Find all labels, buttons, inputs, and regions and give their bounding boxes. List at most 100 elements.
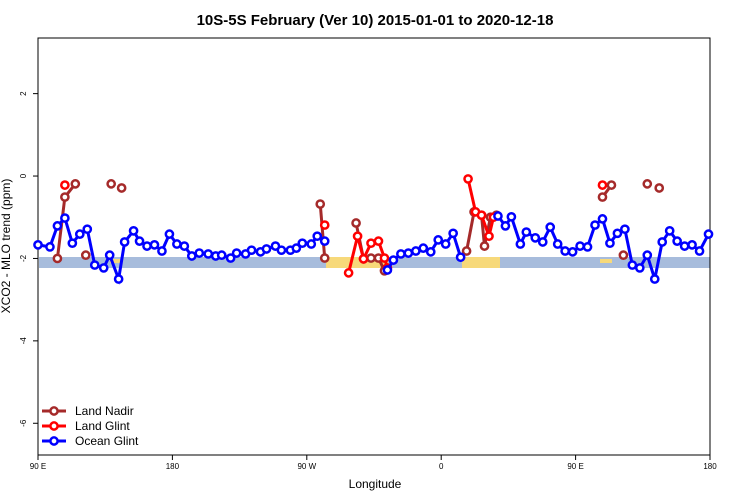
data-point <box>315 199 326 209</box>
data-point <box>116 183 127 193</box>
series-line <box>318 203 327 259</box>
chart-title: 10S-5S February (Ver 10) 2015-01-01 to 2… <box>197 12 554 29</box>
data-point <box>113 274 124 284</box>
data-point <box>142 241 152 251</box>
data-point <box>461 246 472 256</box>
data-point <box>358 254 369 264</box>
x-tick-label: 180 <box>703 462 717 471</box>
data-point <box>388 255 399 265</box>
land-strip <box>462 257 500 268</box>
data-point <box>194 248 205 258</box>
y-tick-label: -6 <box>19 419 28 427</box>
data-point <box>157 246 167 256</box>
data-point <box>396 249 406 259</box>
data-point <box>80 250 91 261</box>
data-point <box>179 241 190 251</box>
data-point <box>82 224 93 235</box>
data-point <box>500 221 511 231</box>
data-point <box>98 263 109 273</box>
data-point <box>134 236 145 246</box>
data-point <box>246 245 257 256</box>
x-tick-label: 90 E <box>567 462 583 471</box>
data-point <box>642 179 653 189</box>
data-point <box>545 222 556 232</box>
data-point <box>642 250 653 261</box>
data-point <box>433 235 444 245</box>
x-tick-label: 180 <box>166 462 180 471</box>
data-point <box>664 225 675 236</box>
data-point <box>89 260 100 270</box>
y-tick-label: 2 <box>19 91 28 96</box>
data-point <box>67 238 78 249</box>
data-point <box>448 228 458 239</box>
land-strip <box>326 257 388 268</box>
data-point <box>261 244 272 254</box>
x-tick-label: 0 <box>439 462 444 471</box>
series <box>33 211 714 285</box>
y-axis-label: XCO2 - MLO trend (ppm) <box>0 179 13 314</box>
data-point <box>343 268 354 278</box>
data-point <box>530 232 541 243</box>
data-point <box>493 211 503 221</box>
data-point <box>60 213 70 223</box>
data-point <box>552 239 563 249</box>
data-point <box>597 192 608 202</box>
data-point <box>70 179 81 189</box>
data-point <box>366 253 376 263</box>
data-point <box>276 245 287 256</box>
data-point <box>410 246 421 256</box>
data-point <box>379 253 390 263</box>
legend-label: Land Nadir <box>75 404 134 418</box>
data-point <box>352 231 363 242</box>
data-point <box>119 237 130 247</box>
data-point <box>60 192 70 202</box>
data-point <box>618 250 629 261</box>
data-point <box>679 241 690 251</box>
data-point <box>575 241 585 251</box>
data-point <box>291 243 302 253</box>
data-point <box>104 250 115 261</box>
data-point <box>476 210 487 221</box>
data-point <box>203 249 214 259</box>
data-point <box>440 239 451 249</box>
data-point <box>172 239 182 249</box>
data-point <box>560 246 570 256</box>
data-point <box>149 240 160 250</box>
data-point <box>425 247 436 257</box>
data-point <box>606 180 617 190</box>
data-point <box>672 236 682 246</box>
legend-marker <box>49 406 59 416</box>
y-tick-label: 0 <box>19 173 28 178</box>
data-point <box>597 214 608 224</box>
data-point <box>627 260 638 270</box>
y-tick-label: -4 <box>19 337 28 345</box>
series-line <box>496 213 710 280</box>
data-point <box>216 250 227 261</box>
y-tick-label: -2 <box>19 254 28 262</box>
data-point <box>306 239 317 249</box>
data-point <box>479 241 490 251</box>
data-point <box>612 228 623 239</box>
data-point <box>74 229 85 239</box>
data-point <box>33 240 43 250</box>
legend-marker <box>49 421 59 431</box>
data-point <box>297 238 308 249</box>
data-point <box>403 248 414 258</box>
x-tick-label: 90 W <box>297 462 316 471</box>
data-point <box>312 231 323 242</box>
data-point <box>567 247 578 257</box>
data-point <box>654 183 665 193</box>
data-point <box>506 211 517 222</box>
data-point <box>649 274 660 284</box>
data-point <box>455 252 466 263</box>
data-point <box>537 237 548 247</box>
data-point <box>373 236 384 246</box>
data-point <box>106 179 117 189</box>
x-tick-label: 90 E <box>30 462 46 471</box>
data-point <box>351 218 361 228</box>
data-point <box>319 220 330 230</box>
data-point <box>225 253 236 263</box>
map-strip <box>39 257 710 268</box>
